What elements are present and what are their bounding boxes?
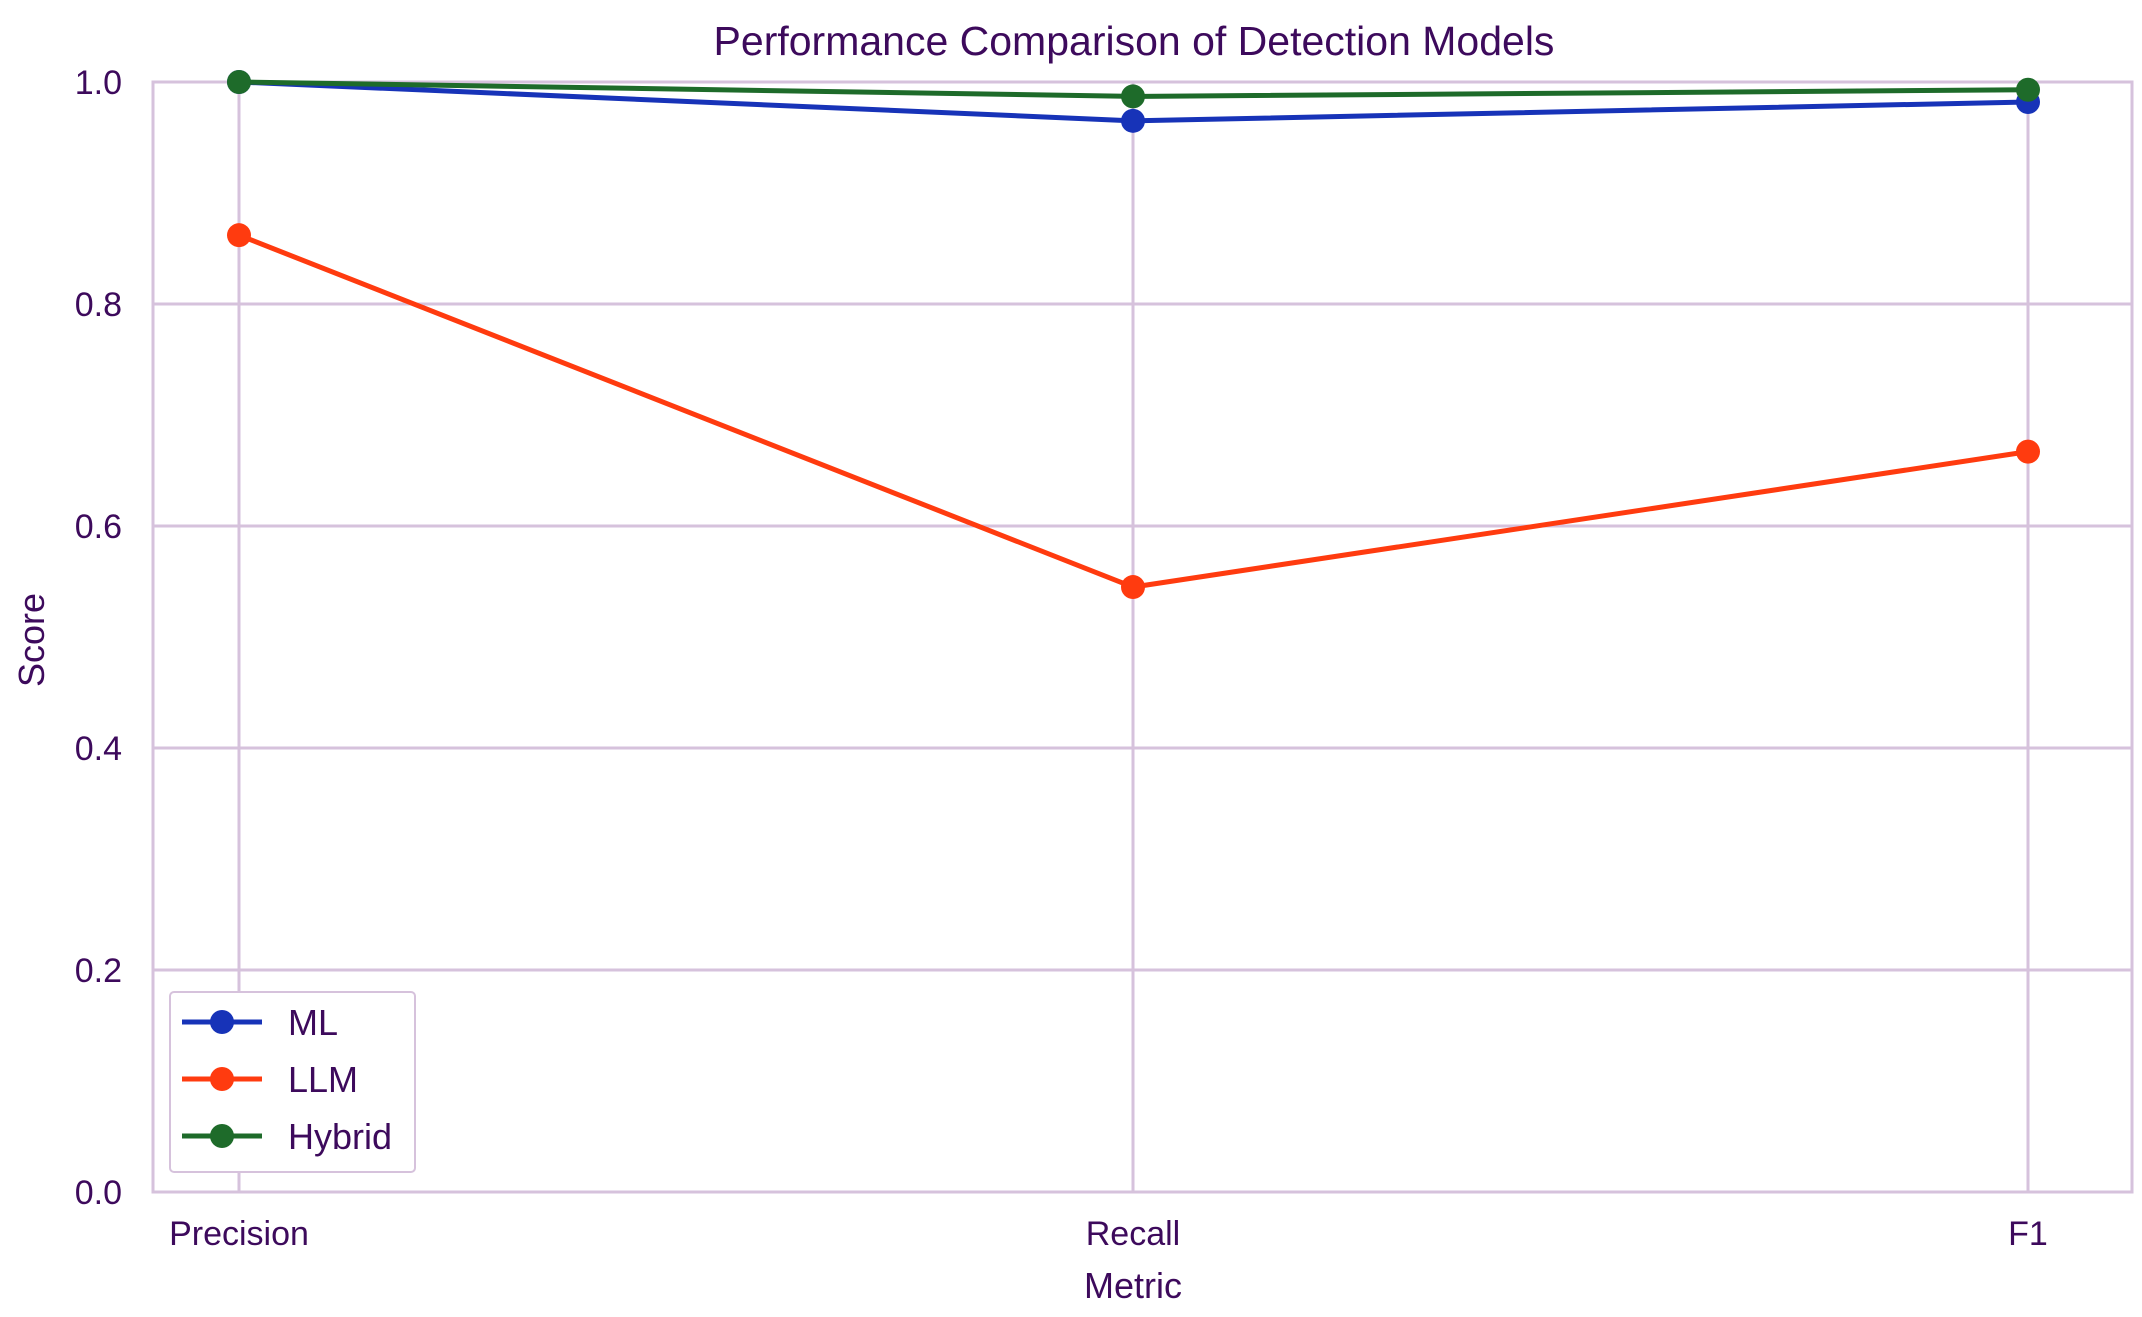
- legend-marker: [210, 1067, 234, 1091]
- series-llm: [227, 223, 2040, 600]
- legend-label: Hybrid: [288, 1116, 392, 1157]
- y-tick-label: 0.4: [75, 730, 122, 768]
- legend-label: ML: [288, 1002, 338, 1043]
- x-axis-ticks: Precision Recall F1: [169, 1215, 2048, 1253]
- data-point: [2016, 439, 2040, 464]
- legend-item-llm: LLM: [182, 1059, 358, 1100]
- y-tick-label: 0.0: [75, 1174, 122, 1212]
- chart-title: Performance Comparison of Detection Mode…: [714, 18, 1555, 64]
- legend-box: [169, 991, 416, 1173]
- legend-marker: [210, 1010, 234, 1034]
- legend: ML LLM Hybrid: [169, 991, 416, 1173]
- x-axis-label: Metric: [1084, 1265, 1182, 1306]
- data-point: [1121, 575, 1145, 600]
- data-point: [1121, 84, 1145, 109]
- legend-items: ML LLM Hybrid: [182, 1002, 392, 1157]
- series: [227, 70, 2040, 600]
- x-tick-label: Precision: [169, 1215, 309, 1253]
- y-axis-ticks: 0.0 0.2 0.4 0.6 0.8 1.0: [75, 64, 122, 1212]
- y-tick-label: 1.0: [75, 64, 122, 102]
- data-point: [2016, 77, 2040, 102]
- grid: [153, 80, 2132, 1194]
- y-axis-label: Score: [11, 593, 52, 687]
- legend-label: LLM: [288, 1059, 358, 1100]
- data-point: [1121, 108, 1145, 133]
- data-point: [227, 223, 251, 248]
- legend-item-ml: ML: [182, 1002, 338, 1043]
- legend-item-hybrid: Hybrid: [182, 1116, 392, 1157]
- series-hybrid: [227, 70, 2040, 109]
- y-tick-label: 0.2: [75, 952, 122, 990]
- x-tick-label: F1: [2008, 1215, 2048, 1253]
- y-tick-label: 0.6: [75, 508, 122, 546]
- legend-marker: [210, 1124, 234, 1148]
- y-tick-label: 0.8: [75, 286, 122, 324]
- x-tick-label: Recall: [1086, 1215, 1180, 1253]
- plot-area-border: [151, 80, 2134, 1194]
- data-point: [227, 70, 251, 94]
